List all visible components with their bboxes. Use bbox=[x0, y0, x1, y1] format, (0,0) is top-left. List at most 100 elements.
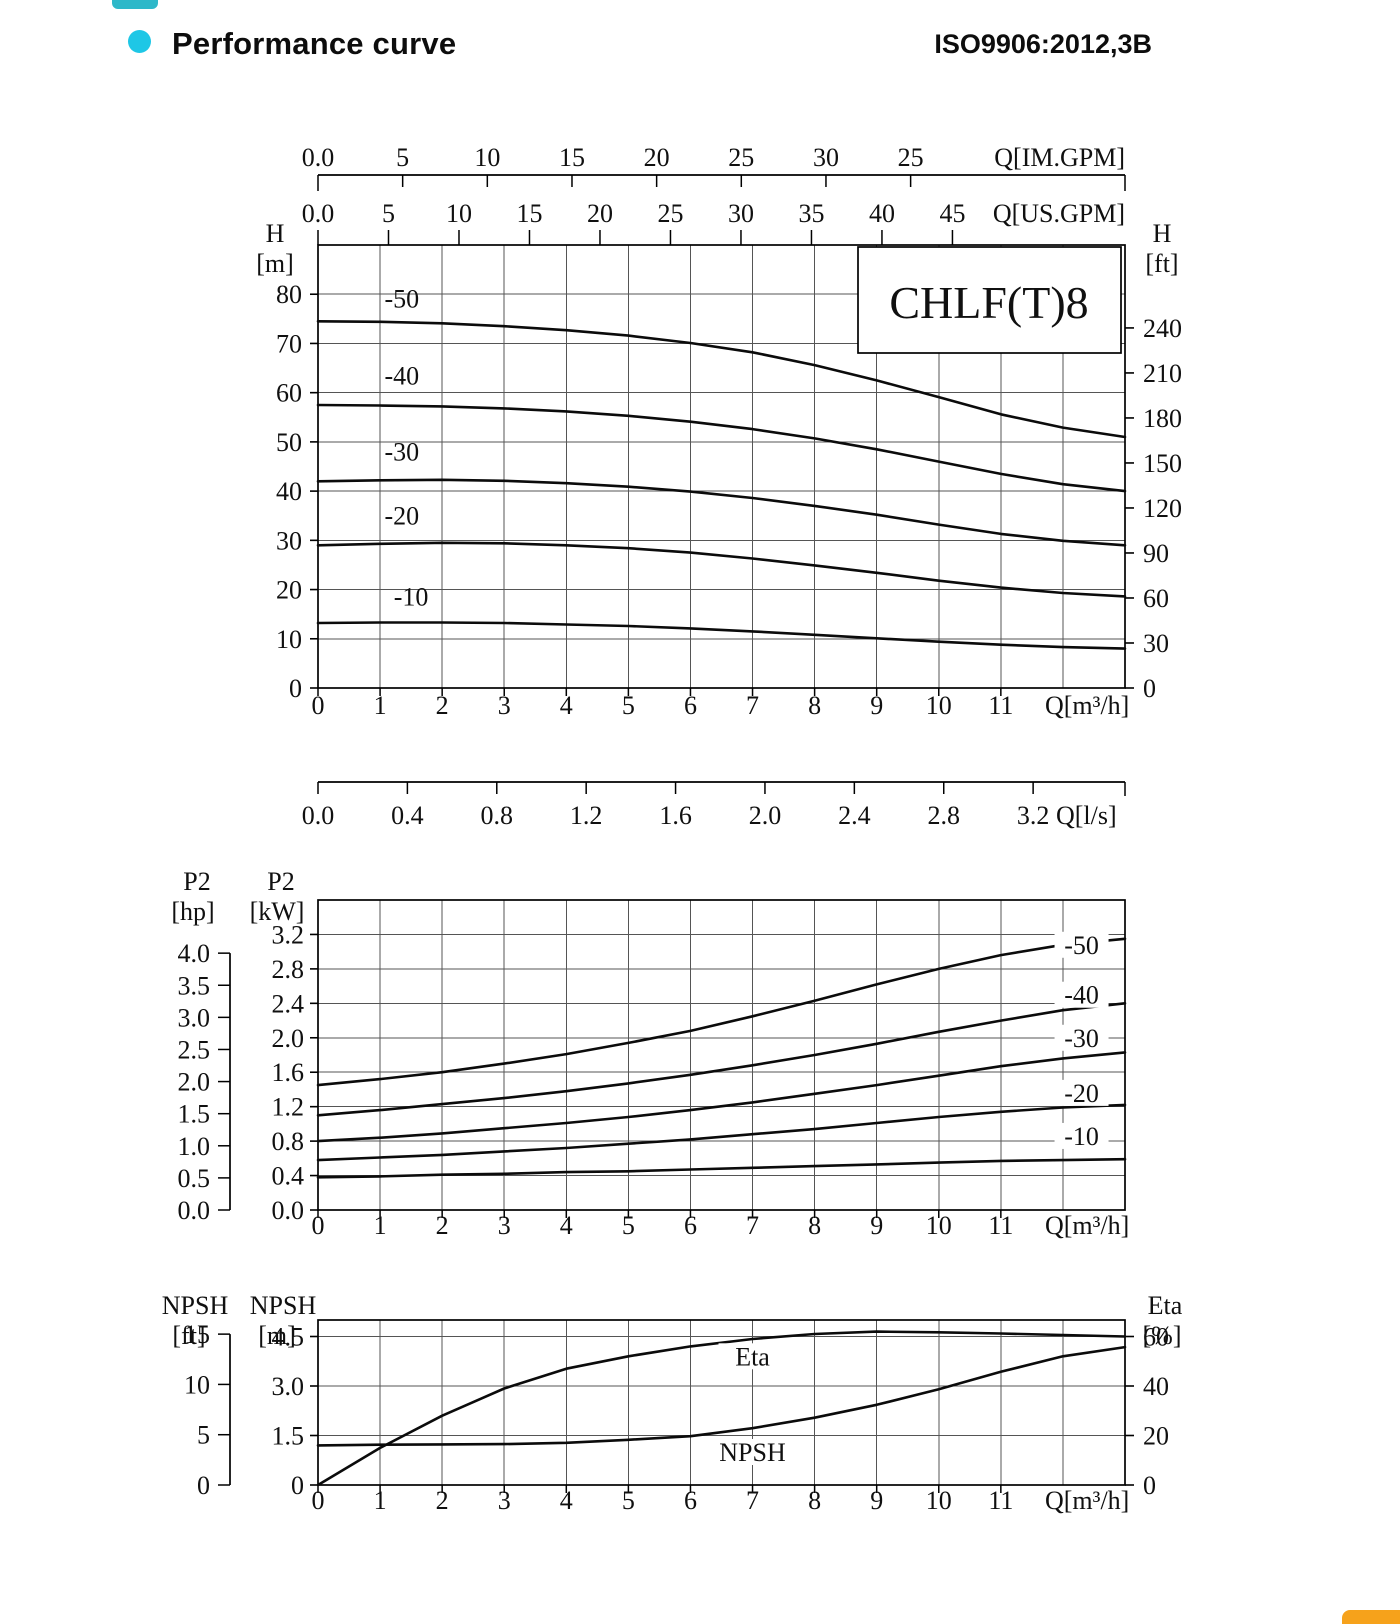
x-tick-label: 4 bbox=[560, 691, 573, 720]
x-tick-label: 6 bbox=[684, 1486, 697, 1515]
h-m-tick-label: 10 bbox=[276, 625, 302, 654]
curve-label-bg bbox=[1054, 981, 1109, 1008]
hp-tick-label: 3.5 bbox=[178, 971, 211, 1000]
im-gpm-tick-label: 0.0 bbox=[302, 143, 335, 172]
h-ft-tick-label: 60 bbox=[1143, 584, 1169, 613]
curve-label: -10 bbox=[394, 582, 429, 611]
x-tick-label: 0 bbox=[312, 1211, 325, 1240]
us-gpm-tick-label: 40 bbox=[869, 199, 895, 228]
x-tick-label: 2 bbox=[436, 1486, 449, 1515]
curve--10 bbox=[316, 1157, 1127, 1179]
x-tick-label: 10 bbox=[926, 1486, 952, 1515]
x-tick-label: 11 bbox=[988, 1211, 1013, 1240]
x-tick-label: 11 bbox=[988, 691, 1013, 720]
im-gpm-tick-label: 15 bbox=[559, 143, 585, 172]
x-tick-label: 6 bbox=[684, 1211, 697, 1240]
eta-tick-label: 60 bbox=[1143, 1323, 1169, 1352]
plot-frame bbox=[317, 244, 1126, 689]
hp-tick-label: 0.0 bbox=[178, 1196, 211, 1225]
npsh-chart-svg: 01.53.04.5NPSH[m]051015NPSH[ft]0204060Et… bbox=[162, 1291, 1183, 1515]
curve-label: -50 bbox=[1064, 931, 1099, 960]
x-tick-label: 3 bbox=[498, 1486, 511, 1515]
h-m-tick-label: 50 bbox=[276, 428, 302, 457]
us-gpm-tick-label: 25 bbox=[657, 199, 683, 228]
curve-label: -30 bbox=[1064, 1024, 1099, 1053]
im-gpm-tick-label: 30 bbox=[813, 143, 839, 172]
p2-hp-axis-title: P2 bbox=[183, 867, 210, 896]
h-ft-tick-label: 240 bbox=[1143, 314, 1182, 343]
npsh-ft-axis-title: NPSH bbox=[162, 1291, 229, 1320]
x-tick-label: 0 bbox=[312, 691, 325, 720]
x-tick-label: 11 bbox=[988, 1486, 1013, 1515]
npsh-m-axis-title: NPSH bbox=[250, 1291, 317, 1320]
npsh-ft-tick-label: 10 bbox=[184, 1370, 210, 1399]
curve-label-bg bbox=[709, 1439, 796, 1465]
kw-tick-label: 2.8 bbox=[272, 955, 305, 984]
page-title: Performance curve bbox=[172, 26, 457, 61]
curve-label: -40 bbox=[1064, 981, 1099, 1010]
curve--20 bbox=[316, 1103, 1127, 1162]
model-label: CHLF(T)8 bbox=[889, 277, 1088, 328]
h-ft-tick-label: 120 bbox=[1143, 494, 1182, 523]
curve-label-bg bbox=[1054, 1024, 1109, 1051]
model-box bbox=[857, 246, 1122, 354]
x-tick-label: 10 bbox=[926, 691, 952, 720]
hp-tick-label: 2.5 bbox=[178, 1035, 211, 1064]
kw-tick-label: 0.8 bbox=[272, 1127, 305, 1156]
h-ft-tick-label: 90 bbox=[1143, 539, 1169, 568]
kw-tick-label: 1.6 bbox=[272, 1058, 305, 1087]
ls-tick-label: 0.8 bbox=[481, 801, 513, 830]
x-axis-unit: Q[m³/h] bbox=[1045, 691, 1129, 720]
curve--50 bbox=[316, 937, 1127, 1087]
h-ft-tick-label: 210 bbox=[1143, 359, 1182, 388]
im-gpm-tick-label: 20 bbox=[644, 143, 670, 172]
x-tick-label: 2 bbox=[436, 691, 449, 720]
plot-frame bbox=[317, 899, 1126, 1211]
ls-tick-label: 0.0 bbox=[302, 801, 335, 830]
im-gpm-axis-title: Q[IM.GPM] bbox=[994, 143, 1125, 172]
bullet-icon bbox=[128, 30, 151, 53]
h-m-tick-label: 20 bbox=[276, 576, 302, 605]
x-tick-label: 6 bbox=[684, 691, 697, 720]
x-tick-label: 1 bbox=[374, 1211, 387, 1240]
us-gpm-tick-label: 45 bbox=[939, 199, 965, 228]
hp-tick-label: 0.5 bbox=[178, 1164, 211, 1193]
hp-tick-label: 4.0 bbox=[178, 939, 211, 968]
kw-tick-label: 0.4 bbox=[272, 1162, 305, 1191]
ls-axis-title: Q[l/s] bbox=[1056, 801, 1117, 830]
npsh-m-tick-label: 0 bbox=[291, 1471, 304, 1500]
h-ft-tick-label: 180 bbox=[1143, 404, 1182, 433]
npsh-m-tick-label: 3.0 bbox=[272, 1372, 305, 1401]
p2-kw-axis-title: [kW] bbox=[250, 897, 305, 926]
im-gpm-tick-label: 5 bbox=[396, 143, 409, 172]
x-tick-label: 1 bbox=[374, 1486, 387, 1515]
curve-label: -50 bbox=[384, 285, 419, 314]
curve-label-bg bbox=[1054, 1079, 1109, 1106]
x-tick-label: 7 bbox=[746, 691, 759, 720]
hp-tick-label: 1.5 bbox=[178, 1100, 211, 1129]
curve-label: Eta bbox=[735, 1342, 770, 1371]
us-gpm-tick-label: 35 bbox=[798, 199, 824, 228]
eta-axis-title: Eta bbox=[1148, 1291, 1183, 1320]
im-gpm-tick-label: 10 bbox=[474, 143, 500, 172]
x-tick-label: 8 bbox=[808, 691, 821, 720]
decor-bottom-right bbox=[1342, 1610, 1400, 1624]
curve-label-bg bbox=[1054, 931, 1109, 958]
h-ft-axis-title: [ft] bbox=[1145, 249, 1178, 278]
curve-Eta bbox=[316, 1330, 1127, 1487]
h-ft-axis-title: H bbox=[1153, 219, 1172, 248]
hp-tick-label: 1.0 bbox=[178, 1132, 211, 1161]
x-axis-unit: Q[m³/h] bbox=[1045, 1486, 1129, 1515]
npsh-ft-tick-label: 0 bbox=[197, 1471, 210, 1500]
hp-tick-label: 3.0 bbox=[178, 1003, 211, 1032]
ls-tick-label: 1.2 bbox=[570, 801, 603, 830]
x-tick-label: 7 bbox=[746, 1211, 759, 1240]
p2-hp-axis-title: [hp] bbox=[171, 897, 214, 926]
curve--40 bbox=[316, 403, 1127, 493]
curve-label: -20 bbox=[1064, 1079, 1099, 1108]
hp-tick-label: 2.0 bbox=[178, 1068, 211, 1097]
x-tick-label: 5 bbox=[622, 1211, 635, 1240]
h-ft-tick-label: 0 bbox=[1143, 674, 1156, 703]
curve--30 bbox=[316, 478, 1127, 547]
